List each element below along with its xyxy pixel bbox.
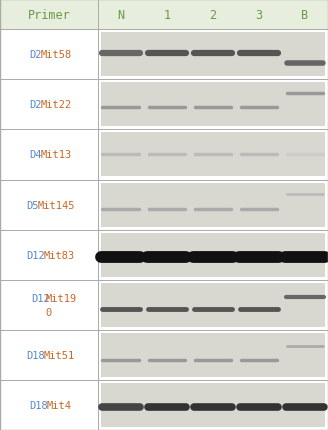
Bar <box>101 83 325 127</box>
Text: 3: 3 <box>256 9 262 22</box>
Text: Mit145: Mit145 <box>38 200 75 210</box>
Text: Mit51: Mit51 <box>43 350 75 360</box>
Text: Mit13: Mit13 <box>41 150 72 160</box>
Text: D18: D18 <box>27 350 46 360</box>
Text: D5: D5 <box>27 200 39 210</box>
Text: 2: 2 <box>209 9 216 22</box>
Text: D2: D2 <box>30 50 42 60</box>
Bar <box>98 130 328 180</box>
Bar <box>101 233 325 277</box>
Bar <box>98 180 328 230</box>
Bar <box>101 383 325 427</box>
Text: 1: 1 <box>163 9 171 22</box>
Bar <box>101 183 325 227</box>
Bar <box>101 333 325 377</box>
Bar <box>0 280 98 330</box>
Text: D12: D12 <box>27 250 46 260</box>
Text: Mit4: Mit4 <box>46 400 71 410</box>
Bar <box>0 130 98 180</box>
Text: Mit58: Mit58 <box>41 50 72 60</box>
Bar <box>0 180 98 230</box>
Bar <box>101 33 325 77</box>
Text: D12: D12 <box>31 293 50 303</box>
Bar <box>0 30 98 80</box>
Text: B: B <box>301 9 309 22</box>
Text: D4: D4 <box>30 150 42 160</box>
Bar <box>101 133 325 177</box>
Text: Mit19: Mit19 <box>46 293 77 303</box>
Bar <box>0 380 98 430</box>
Bar <box>0 330 98 380</box>
Bar <box>98 330 328 380</box>
Text: Primer: Primer <box>28 9 70 22</box>
Bar <box>98 380 328 430</box>
Text: 0: 0 <box>46 307 52 317</box>
Bar <box>98 30 328 80</box>
Text: Mit22: Mit22 <box>41 100 72 110</box>
Bar <box>98 280 328 330</box>
Bar <box>0 0 328 30</box>
Text: N: N <box>117 9 124 22</box>
Text: Mit83: Mit83 <box>43 250 75 260</box>
Bar <box>0 230 98 280</box>
Bar <box>101 283 325 327</box>
Bar <box>0 80 98 130</box>
Text: D2: D2 <box>30 100 42 110</box>
Text: D18: D18 <box>30 400 48 410</box>
Bar <box>98 80 328 130</box>
Bar <box>98 230 328 280</box>
